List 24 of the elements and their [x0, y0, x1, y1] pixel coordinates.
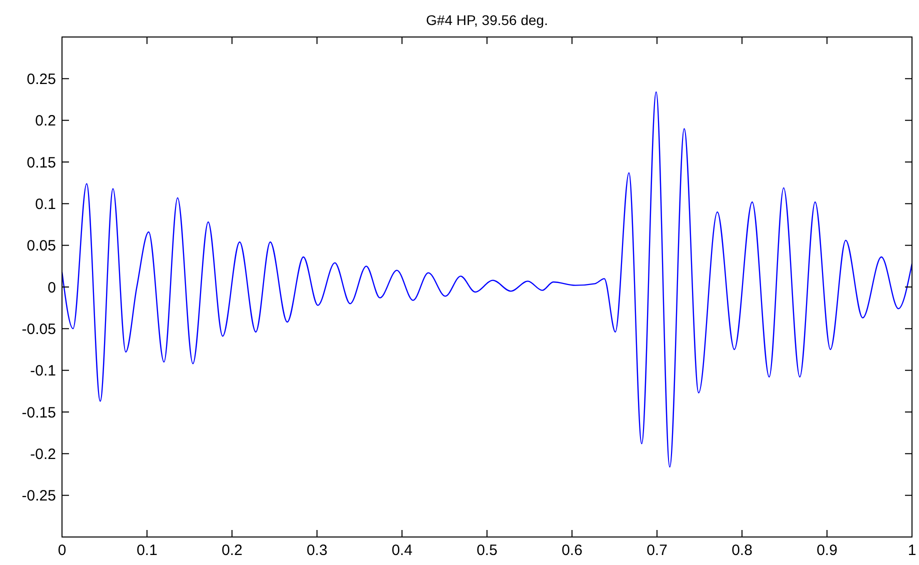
x-tick-label: 0.5: [476, 542, 498, 559]
y-tick-label: 0.05: [26, 238, 56, 255]
y-tick-label: 0.1: [35, 196, 56, 213]
x-tick-label: 0: [58, 542, 66, 559]
y-tick-label: -0.25: [22, 488, 56, 505]
x-tick-label: 0.6: [562, 542, 582, 559]
x-tick-label: 0.3: [306, 542, 328, 559]
y-tick-label: 0.2: [35, 112, 56, 130]
x-tick-label: 0.4: [392, 542, 412, 559]
x-tick-label: 1: [908, 542, 916, 559]
line-series: [61, 91, 913, 468]
x-tick-label: 0.8: [732, 542, 752, 559]
x-tick-label: 0.2: [222, 542, 242, 559]
y-tick-label: 0: [48, 279, 56, 296]
x-tick-label: 0.1: [136, 542, 158, 559]
y-tick-label: -0.15: [22, 404, 56, 422]
chart-title: G#4 HP, 39.56 deg.: [426, 12, 548, 28]
y-tick-label: -0.05: [22, 320, 56, 338]
y-tick-label: 0.15: [26, 154, 56, 172]
y-tick-label: -0.2: [30, 446, 56, 463]
y-tick-label: -0.1: [30, 362, 56, 380]
x-tick-label: 0.7: [646, 542, 668, 559]
y-tick-label: 0.25: [26, 70, 56, 88]
x-tick-label: 0.9: [816, 542, 838, 559]
